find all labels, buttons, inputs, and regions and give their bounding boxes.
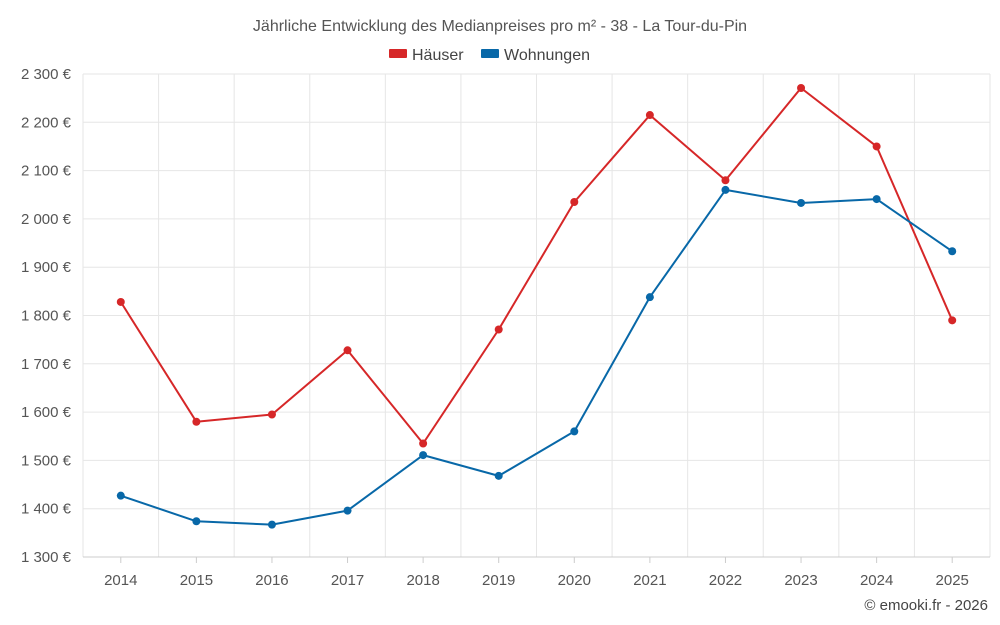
x-tick-label: 2023 xyxy=(784,572,817,589)
x-tick-label: 2022 xyxy=(709,572,742,589)
data-point-häuser xyxy=(494,325,503,334)
x-tick-label: 2025 xyxy=(936,572,969,589)
data-point-häuser xyxy=(721,176,730,185)
x-tick-label: 2014 xyxy=(104,572,137,589)
data-point-häuser xyxy=(645,111,654,120)
data-point-häuser xyxy=(948,316,957,325)
data-point-wohnungen xyxy=(645,293,654,302)
legend: Häuser Wohnungen xyxy=(389,47,590,64)
y-tick-label: 1 500 € xyxy=(21,452,72,469)
y-tick-label: 2 200 € xyxy=(21,114,72,131)
data-point-wohnungen xyxy=(721,185,730,194)
y-axis: 1 300 € 1 400 € 1 500 € 1 600 € 1 700 € 1 800… xyxy=(21,66,72,566)
x-tick-label: 2020 xyxy=(558,572,591,589)
data-point-häuser xyxy=(192,417,201,426)
data-point-wohnungen xyxy=(419,451,428,460)
legend-label-häuser: Häuser xyxy=(412,47,464,64)
data-point-wohnungen xyxy=(192,517,201,526)
series-line-wohnungen xyxy=(120,188,953,526)
data-point-wohnungen xyxy=(797,198,806,207)
x-axis: 2014 2015 2016 2017 2018 2019 2020 2021 2022 2023… xyxy=(83,556,990,589)
y-tick-label: 2 300 € xyxy=(21,66,72,83)
data-point-häuser xyxy=(872,142,881,151)
y-tick-label: 2 000 € xyxy=(21,211,72,228)
y-tick-label: 1 400 € xyxy=(21,501,72,518)
y-tick-label: 1 600 € xyxy=(21,404,72,421)
data-point-wohnungen xyxy=(570,427,579,436)
data-point-wohnungen xyxy=(267,520,276,529)
data-point-wohnungen xyxy=(872,195,881,204)
legend-label-wohnungen: Wohnungen xyxy=(504,47,590,64)
x-tick-label: 2015 xyxy=(180,572,213,589)
data-point-wohnungen xyxy=(494,471,503,480)
series-line-häuser xyxy=(119,87,954,445)
y-tick-label: 1 800 € xyxy=(21,308,72,325)
x-tick-label: 2017 xyxy=(331,572,364,589)
series-group xyxy=(116,84,957,529)
x-tick-label: 2021 xyxy=(633,572,666,589)
legend-swatch-wohnungen xyxy=(481,49,499,58)
y-tick-label: 1 900 € xyxy=(21,259,72,276)
gridlines xyxy=(82,73,991,558)
chart-title: Jährliche Entwicklung des Medianpreises … xyxy=(253,18,747,35)
data-point-häuser xyxy=(797,84,806,93)
data-point-wohnungen xyxy=(948,247,957,256)
x-tick-label: 2018 xyxy=(406,572,439,589)
x-tick-label: 2019 xyxy=(482,572,515,589)
data-point-häuser xyxy=(570,197,579,206)
y-tick-label: 1 300 € xyxy=(21,549,72,566)
data-point-häuser xyxy=(343,346,352,355)
data-point-häuser xyxy=(419,439,428,448)
data-point-häuser xyxy=(116,297,125,306)
y-tick-label: 1 700 € xyxy=(21,356,72,373)
y-tick-label: 2 100 € xyxy=(21,163,72,180)
legend-swatch-häuser xyxy=(389,49,407,58)
data-point-wohnungen xyxy=(116,491,125,500)
data-point-wohnungen xyxy=(343,506,352,515)
data-point-häuser xyxy=(267,410,276,419)
x-tick-label: 2016 xyxy=(255,572,288,589)
x-tick-label: 2024 xyxy=(860,572,893,589)
credit-text: © emooki.fr - 2026 xyxy=(864,597,988,614)
